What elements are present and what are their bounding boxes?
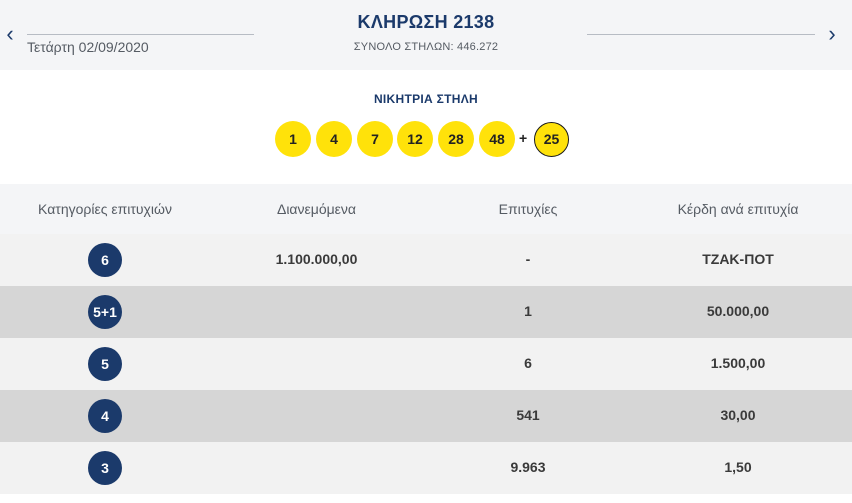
winners-count: -	[525, 251, 531, 267]
table-header: Κατηγορίες επιτυχιών Διανεμόμενα Επιτυχί…	[0, 184, 852, 234]
prize-per-winner: ΤΖΑΚ-ΠΟΤ	[702, 251, 774, 267]
plus-sign: +	[519, 130, 528, 146]
draw-header: ‹ Τετάρτη 02/09/2020 ΚΛΗΡΩΣΗ 2138 ΣΥΝΟΛΟ…	[0, 0, 852, 70]
category-badge: 6	[88, 243, 122, 277]
column-header-distributed: Διανεμόμενα	[276, 201, 357, 217]
winners-count: 1	[524, 303, 532, 319]
winning-number-ball: 7	[357, 121, 393, 157]
winners-count: 6	[524, 355, 532, 371]
total-columns: ΣΥΝΟΛΟ ΣΤΗΛΩΝ: 446.272	[353, 41, 499, 53]
previous-draw-arrow-icon[interactable]: ‹	[6, 21, 14, 46]
winning-number-ball: 28	[438, 121, 474, 157]
prize-per-winner: 50.000,00	[706, 303, 770, 319]
winning-number-ball: 12	[397, 121, 433, 157]
draw-title: ΚΛΗΡΩΣΗ 2138	[357, 12, 495, 32]
winning-numbers: 1 4 7 12 28 48 + 25	[0, 121, 852, 157]
joker-number-ball: 25	[534, 122, 569, 157]
category-badge: 5+1	[88, 295, 122, 329]
category-badge: 4	[88, 399, 122, 433]
table-row: 6 1.100.000,00 - ΤΖΑΚ-ΠΟΤ	[0, 234, 852, 286]
header-divider-left	[27, 34, 254, 35]
prize-per-winner: 30,00	[720, 407, 756, 423]
winning-number-ball: 48	[479, 121, 515, 157]
header-divider-right	[587, 34, 815, 35]
column-header-categories: Κατηγορίες επιτυχιών	[38, 201, 172, 217]
prize-per-winner: 1.500,00	[710, 355, 766, 371]
winning-column-label: ΝΙΚΗΤΡΙΑ ΣΤΗΛΗ	[373, 92, 479, 106]
winning-number-ball: 1	[275, 121, 311, 157]
next-draw-arrow-icon[interactable]: ›	[828, 21, 836, 46]
winning-number-ball: 4	[316, 121, 352, 157]
draw-date: Τετάρτη 02/09/2020	[27, 39, 149, 55]
table-row: 4 541 30,00	[0, 390, 852, 442]
column-header-winners: Επιτυχίες	[498, 201, 558, 217]
category-badge: 5	[88, 347, 122, 381]
table-row: 3 9.963 1,50	[0, 442, 852, 494]
prize-per-winner: 1,50	[724, 459, 752, 475]
category-badge: 3	[88, 451, 122, 485]
winners-count: 541	[516, 407, 540, 423]
winners-count: 9.963	[510, 459, 546, 475]
column-header-prize: Κέρδη ανά επιτυχία	[677, 201, 799, 217]
table-row: 5 6 1.500,00	[0, 338, 852, 390]
table-row: 5+1 1 50.000,00	[0, 286, 852, 338]
distributed-amount: 1.100.000,00	[275, 251, 358, 267]
